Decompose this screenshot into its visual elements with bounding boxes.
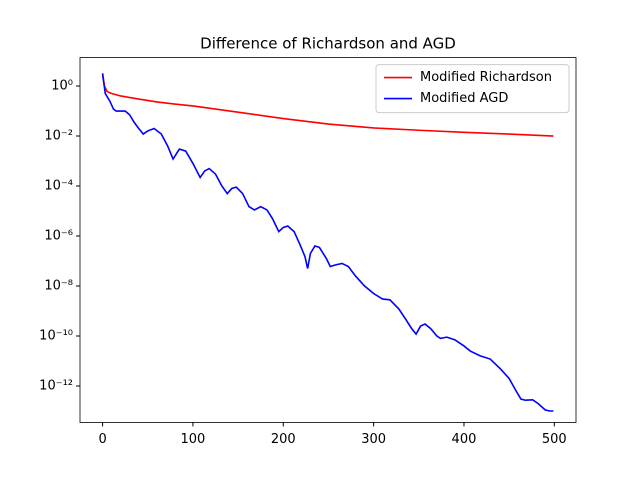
y-tick-label: 10⁻¹² bbox=[39, 379, 73, 394]
x-tick-label: 0 bbox=[98, 432, 106, 447]
y-tick-label: 10⁻⁶ bbox=[44, 229, 73, 244]
legend-label: Modified AGD bbox=[420, 91, 508, 106]
x-tick-label: 500 bbox=[542, 432, 567, 447]
data-line bbox=[101, 72, 554, 137]
legend-label: Modified Richardson bbox=[420, 70, 552, 85]
chart-title: Difference of Richardson and AGD bbox=[200, 35, 456, 53]
x-tick-label: 200 bbox=[271, 432, 296, 447]
y-tick-label: 10⁻² bbox=[44, 129, 73, 144]
x-tick-label: 400 bbox=[452, 432, 477, 447]
legend-box bbox=[375, 64, 570, 114]
data-line bbox=[101, 73, 554, 412]
y-tick-label: 10⁻⁸ bbox=[44, 279, 73, 294]
y-tick-label: 10⁰ bbox=[51, 79, 73, 94]
plot-frame bbox=[79, 57, 577, 423]
x-tick-label: 300 bbox=[361, 432, 386, 447]
y-tick-label: 10⁻¹⁰ bbox=[39, 329, 73, 344]
y-tick-label: 10⁻⁴ bbox=[44, 179, 73, 194]
x-tick-label: 100 bbox=[181, 432, 206, 447]
